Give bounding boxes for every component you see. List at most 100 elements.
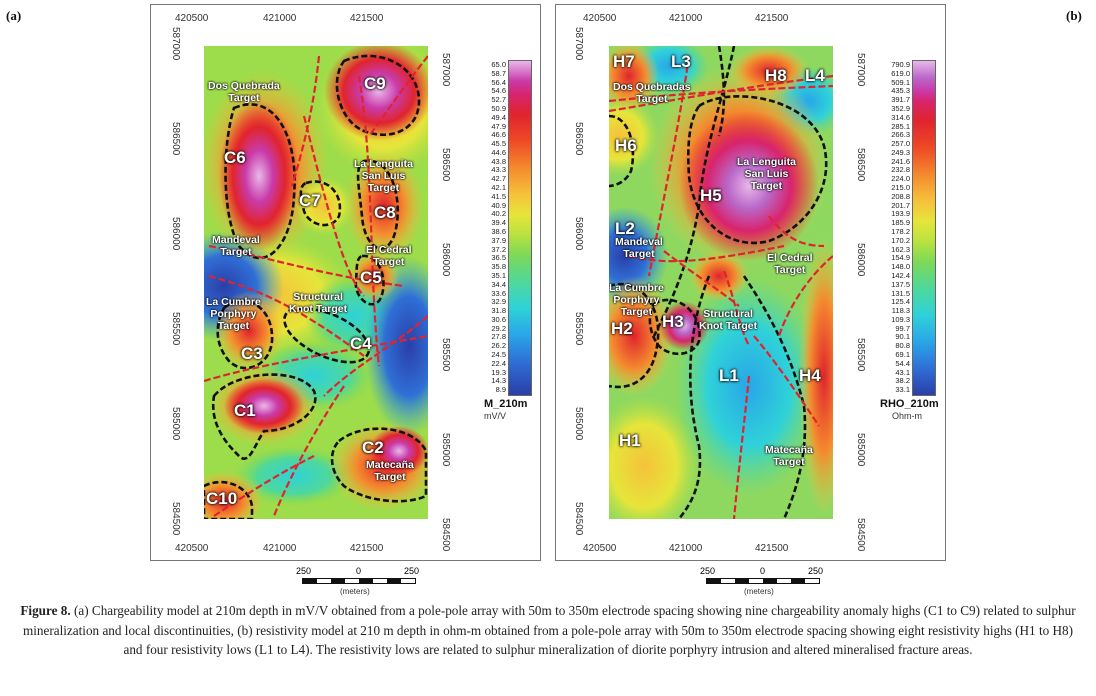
colorbar-unit: mV/V (484, 411, 507, 421)
colorbar-tick-label: 37.2 (491, 244, 506, 254)
colorbar-tick-label: 314.6 (891, 112, 910, 122)
target-label-el-cedral: El Cedral Target (366, 244, 412, 268)
colorbar-tick-label: 80.8 (895, 341, 910, 351)
target-label-el-cedral: El Cedral Target (767, 252, 813, 276)
northing-tick: 586500 (440, 148, 451, 182)
anomaly-label: L2 (615, 219, 635, 238)
colorbar-tick-label: 125.4 (891, 297, 910, 307)
colorbar-tick-label: 201.7 (891, 200, 910, 210)
colorbar-tick-label: 26.2 (491, 341, 506, 351)
target-label-la-lenguita: La Lenguita San Luis Target (737, 156, 796, 192)
colorbar-tick-label: 45.5 (491, 139, 506, 149)
colorbar-tick-label: 22.4 (491, 358, 506, 368)
figure-label: Figure 8. (20, 603, 71, 618)
northing-tick: 585000 (170, 407, 181, 441)
colorbar-title: RHO_210m (880, 398, 939, 410)
colorbar-tick-label: 27.8 (491, 332, 506, 342)
anomaly-label: H7 (613, 52, 635, 71)
colorbar-tick-label: 154.9 (891, 253, 910, 263)
colorbar-tick-label: 34.4 (491, 279, 506, 289)
colorbar-tick-label: 241.6 (891, 156, 910, 166)
colorbar-tick-label: 148.0 (891, 262, 910, 272)
anomaly-label: L3 (671, 52, 691, 71)
anomaly-label: C10 (206, 489, 238, 508)
northing-tick: 586500 (170, 122, 181, 156)
colorbar-tick-label: 435.3 (891, 86, 910, 96)
colorbar-tick-label: 215.0 (891, 183, 910, 193)
colorbar-tick-label: 43.3 (491, 165, 506, 175)
anomaly-label: C2 (362, 438, 384, 457)
northing-tick: 585500 (440, 338, 451, 372)
colorbar-tick-label: 43.1 (895, 367, 910, 377)
easting-tick: 421000 (263, 13, 297, 24)
target-label-dos-quebrada: Dos Quebrada Target (208, 80, 280, 104)
easting-tick: 421500 (350, 543, 384, 554)
anomaly-label: C9 (364, 74, 386, 93)
colorbar-tick-label: 46.6 (491, 130, 506, 140)
colorbar-tick-label: 49.4 (491, 112, 506, 122)
resistivity-colorbar (912, 60, 936, 396)
target-label-matecana: Matecaña Target (765, 444, 813, 468)
colorbar-tick-label: 44.6 (491, 147, 506, 157)
colorbar-tick-label: 178.2 (891, 227, 910, 236)
anomaly-label: H2 (611, 319, 633, 338)
colorbar-tick-label: 30.6 (491, 314, 506, 324)
northing-tick: 584500 (170, 502, 181, 536)
colorbar-tick-label: 193.9 (891, 209, 910, 219)
anomaly-label: H5 (700, 186, 722, 205)
colorbar-tick-label: 790.9 (891, 60, 910, 69)
figure-caption: Figure 8. (a) Chargeability model at 210… (18, 601, 1078, 660)
colorbar-tick-label: 35.1 (491, 270, 506, 280)
colorbar-tick-label: 43.8 (491, 156, 506, 166)
colorbar-tick-label: 40.2 (491, 209, 506, 219)
caption-text: (a) Chargeability model at 210m depth in… (22, 603, 1076, 657)
colorbar-tick-label: 224.0 (891, 174, 910, 184)
northing-tick: 585500 (170, 312, 181, 346)
colorbar-tick-label: 65.0 (491, 60, 506, 69)
scalebar-unit: (meters) (744, 587, 774, 596)
panel-label-b: (b) (1066, 8, 1082, 23)
northing-tick: 586500 (855, 148, 866, 182)
colorbar-tick-label: 257.0 (891, 139, 910, 149)
easting-tick: 421000 (669, 13, 703, 24)
colorbar-tick-label: 131.5 (891, 288, 910, 298)
scalebar-label: 0 (356, 566, 362, 576)
anomaly-label: C7 (299, 191, 321, 210)
easting-tick: 420500 (175, 543, 209, 554)
anomaly-label: C4 (350, 334, 372, 353)
colorbar-tick-label: 8.9 (495, 385, 506, 395)
colorbar-tick-label: 619.0 (891, 68, 910, 78)
northing-tick: 587000 (170, 27, 181, 61)
target-label-mandeval: Mandeval Target (212, 234, 260, 258)
colorbar-tick-label: 170.2 (891, 235, 910, 245)
colorbar-tick-label: 142.4 (891, 270, 910, 280)
colorbar-tick-label: 24.5 (491, 350, 506, 360)
target-label-structural-knot: Structural Knot Target (699, 308, 758, 332)
colorbar-tick-label: 39.4 (491, 218, 506, 228)
northing-tick: 585000 (440, 433, 451, 467)
colorbar-tick-label: 52.7 (491, 95, 506, 105)
colorbar-tick-label: 99.7 (895, 323, 910, 333)
scalebar-label: 250 (296, 566, 312, 576)
anomaly-label: C1 (234, 401, 256, 420)
colorbar-tick-label: 40.9 (491, 200, 506, 210)
colorbar-tick-label: 137.5 (891, 279, 910, 289)
northing-tick: 585500 (573, 312, 584, 346)
northing-tick: 587000 (855, 53, 866, 87)
northing-tick: 586000 (855, 243, 866, 277)
chargeability-map: C9 C6 C7 C8 C5 C3 C4 C1 C2 C10 Dos Quebr… (204, 46, 428, 519)
colorbar-tick-label: 249.3 (891, 147, 910, 157)
scalebar-label: 0 (760, 566, 766, 576)
colorbar-tick-label: 31.8 (491, 306, 506, 316)
colorbar-tick-label: 266.3 (891, 130, 910, 140)
colorbar-tick-label: 36.5 (491, 253, 506, 263)
anomaly-label: C8 (374, 203, 396, 222)
resistivity-heatmap (609, 46, 833, 519)
northing-tick: 584500 (573, 502, 584, 536)
target-label-la-cumbre: La Cumbre Porphyry Target (206, 296, 261, 332)
colorbar-tick-label: 232.8 (891, 165, 910, 175)
colorbar-tick-label: 33.1 (895, 385, 910, 395)
colorbar-tick-label: 14.3 (491, 376, 506, 386)
chargeability-heatmap (204, 46, 428, 519)
colorbar-tick-label: 109.3 (891, 314, 910, 324)
